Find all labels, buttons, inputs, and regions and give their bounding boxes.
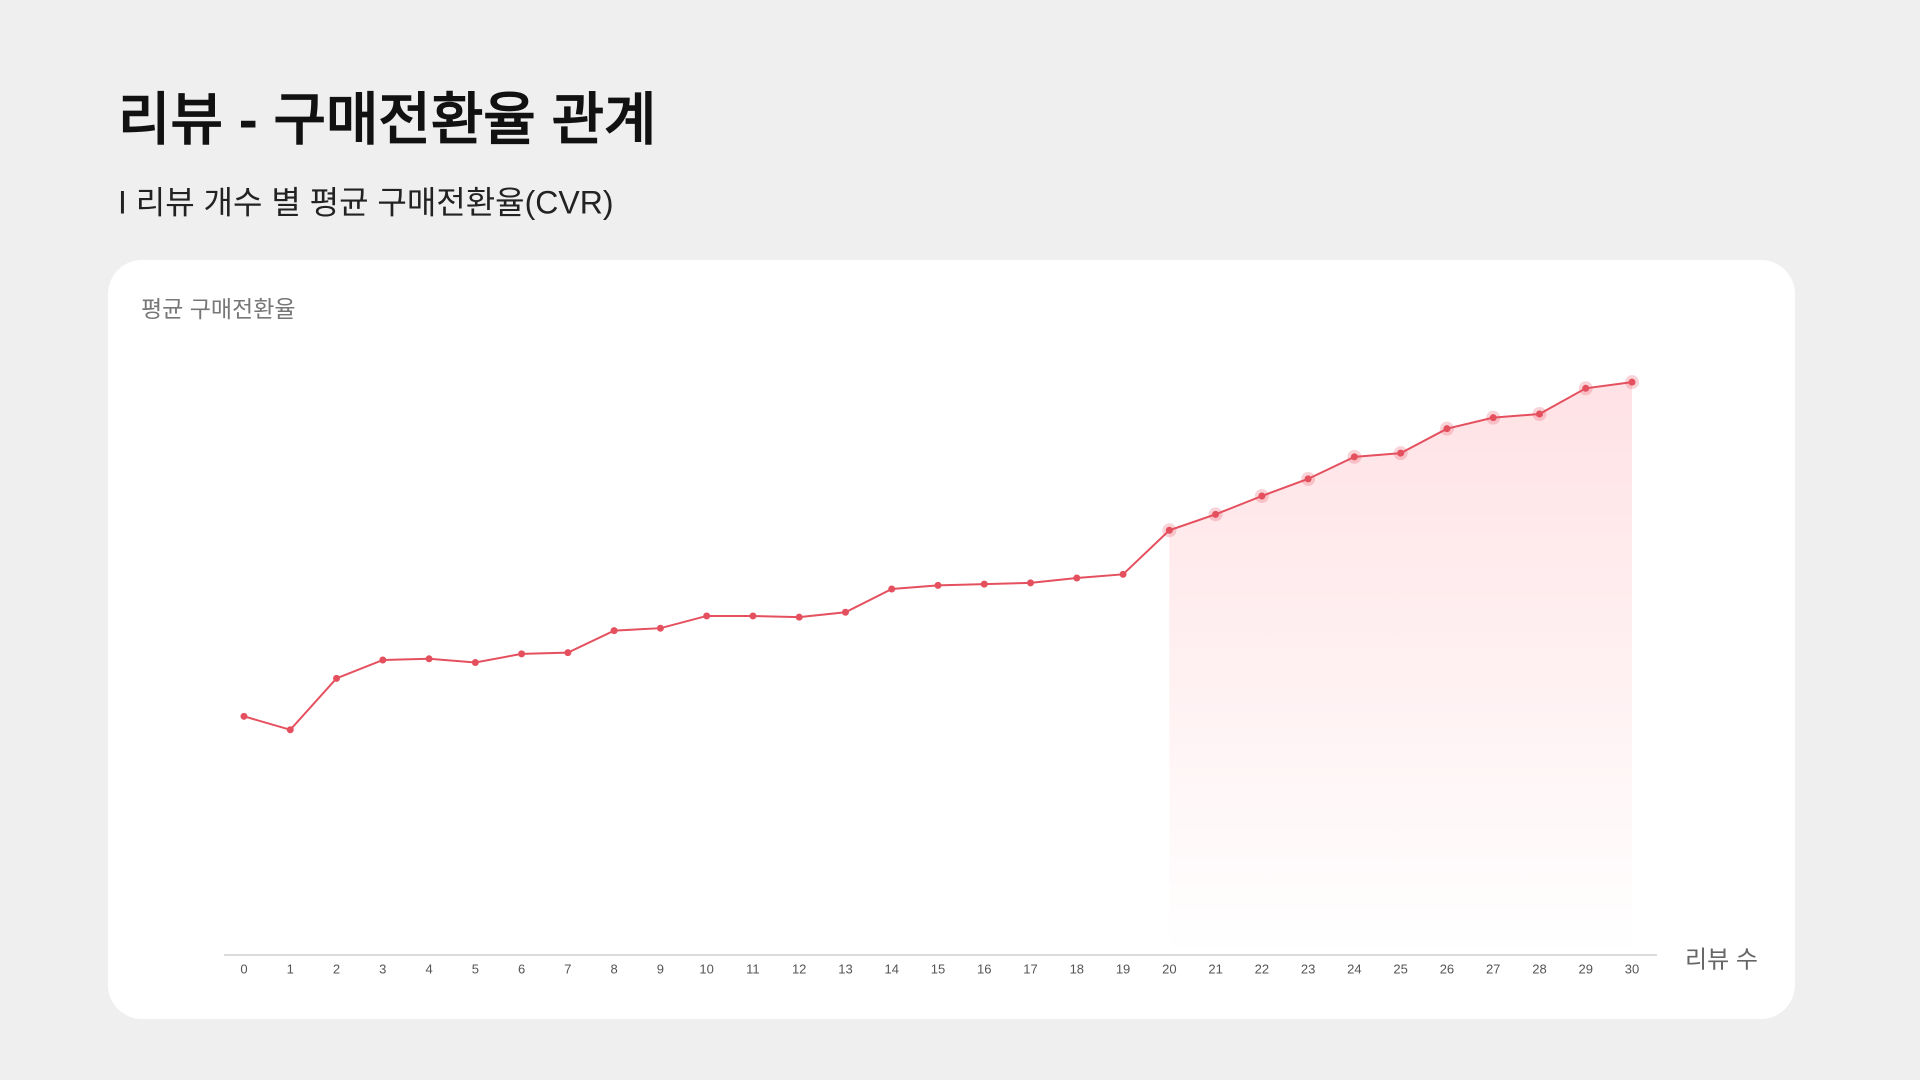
x-tick-label: 28: [1532, 961, 1546, 976]
x-tick-label: 30: [1625, 961, 1639, 976]
x-tick-label: 1: [287, 961, 294, 976]
point: [518, 650, 526, 658]
point: [425, 655, 433, 663]
point: [703, 612, 711, 620]
point: [1258, 492, 1266, 500]
point: [749, 612, 757, 620]
x-tick-label: 19: [1116, 961, 1130, 976]
highlight-area: [1169, 382, 1632, 956]
x-tick-label: 29: [1578, 961, 1592, 976]
x-tick-label: 17: [1023, 961, 1037, 976]
x-axis-label: 리뷰 수: [1685, 946, 1758, 973]
point: [1119, 570, 1127, 578]
x-tick-label: 4: [425, 961, 432, 976]
x-tick-label: 26: [1440, 961, 1454, 976]
point: [888, 585, 896, 593]
point: [656, 624, 664, 632]
x-tick-label: 22: [1255, 961, 1269, 976]
x-tick-label: 2: [333, 961, 340, 976]
x-tick-label: 11: [746, 961, 760, 976]
point: [564, 649, 572, 657]
x-tick-label: 24: [1347, 961, 1361, 976]
chart-title: 리뷰 - 구매전환율 관계: [118, 88, 656, 152]
point: [610, 627, 618, 635]
point: [841, 608, 849, 616]
point: [1535, 410, 1543, 418]
point: [1397, 449, 1405, 457]
point: [1443, 425, 1451, 433]
x-tick-label: 23: [1301, 961, 1315, 976]
point: [333, 674, 341, 682]
point: [379, 656, 387, 664]
x-tick-label: 18: [1070, 961, 1084, 976]
x-tick-label: 6: [518, 961, 525, 976]
point: [240, 712, 248, 720]
x-tick-label: 21: [1208, 961, 1222, 976]
x-tick-label: 9: [657, 961, 664, 976]
x-tick-label: 8: [611, 961, 618, 976]
x-tick-label: 3: [379, 961, 386, 976]
x-tick-label: 15: [931, 961, 945, 976]
point: [1582, 384, 1590, 392]
x-tick-label: 20: [1162, 961, 1176, 976]
point: [286, 726, 294, 734]
x-tick-label: 16: [977, 961, 991, 976]
point: [471, 658, 479, 666]
point: [1304, 475, 1312, 483]
x-tick-label: 13: [838, 961, 852, 976]
point: [980, 580, 988, 588]
x-tick-label: 27: [1486, 961, 1500, 976]
point: [1073, 574, 1081, 582]
x-tick-label: 5: [472, 961, 479, 976]
point: [934, 581, 942, 589]
point: [1628, 378, 1636, 386]
point: [795, 613, 803, 621]
point: [1489, 414, 1497, 422]
point: [1027, 579, 1035, 587]
y-axis-label: 평균 구매전환율: [141, 296, 296, 322]
x-tick-label: 7: [564, 961, 571, 976]
point: [1350, 453, 1358, 461]
x-tick-label: 0: [240, 961, 247, 976]
point: [1212, 510, 1220, 518]
x-tick-label: 10: [699, 961, 713, 976]
point: [1165, 526, 1173, 534]
x-tick-label: 12: [792, 961, 806, 976]
x-tick-label: 14: [884, 961, 898, 976]
x-tick-label: 25: [1393, 961, 1407, 976]
chart-subtitle: I 리뷰 개수 별 평균 구매전환율(CVR): [118, 184, 614, 220]
